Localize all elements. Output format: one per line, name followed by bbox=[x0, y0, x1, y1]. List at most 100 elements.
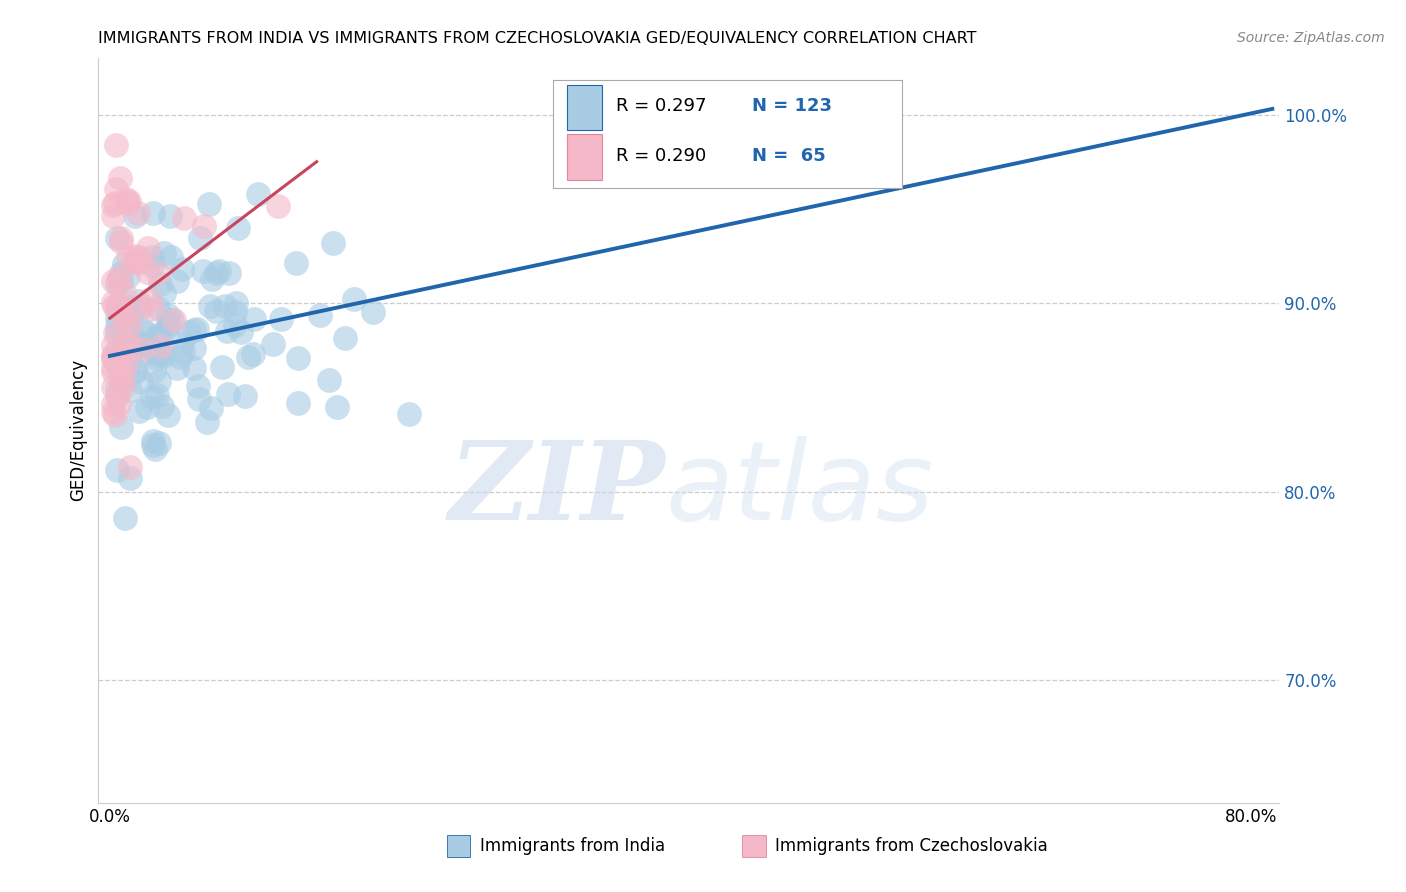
Point bbox=[105, 463, 128, 477]
Point bbox=[125, 363, 148, 377]
Point bbox=[114, 305, 136, 319]
Point bbox=[262, 337, 284, 351]
Point bbox=[117, 195, 139, 210]
Point bbox=[117, 250, 139, 264]
Point bbox=[152, 349, 174, 363]
Point bbox=[131, 342, 153, 356]
Point bbox=[153, 246, 176, 260]
Point bbox=[124, 249, 146, 263]
Point bbox=[233, 389, 256, 403]
Point bbox=[105, 343, 128, 357]
Point bbox=[243, 312, 266, 326]
Point bbox=[104, 409, 127, 423]
Point bbox=[101, 397, 124, 411]
Point bbox=[110, 420, 132, 434]
Point bbox=[160, 250, 183, 264]
Point bbox=[105, 326, 128, 340]
Point bbox=[142, 364, 165, 378]
Point bbox=[127, 293, 149, 308]
Point bbox=[183, 323, 205, 337]
Point bbox=[183, 361, 205, 376]
Point bbox=[118, 318, 141, 333]
Point bbox=[200, 401, 222, 415]
Point bbox=[142, 206, 165, 220]
Text: ZIP: ZIP bbox=[449, 436, 665, 544]
Point bbox=[326, 400, 349, 414]
Point bbox=[127, 206, 149, 220]
Text: atlas: atlas bbox=[665, 436, 934, 543]
Point bbox=[128, 404, 150, 418]
Point bbox=[135, 344, 157, 359]
Point bbox=[112, 285, 135, 300]
Point bbox=[149, 328, 172, 343]
Point bbox=[107, 273, 129, 287]
Point bbox=[148, 435, 170, 450]
Point bbox=[118, 337, 141, 351]
Point bbox=[205, 266, 228, 280]
Point bbox=[333, 331, 356, 345]
Point bbox=[308, 308, 330, 322]
Point bbox=[103, 198, 125, 212]
Point bbox=[107, 353, 129, 368]
Point bbox=[166, 274, 188, 288]
Point bbox=[141, 250, 163, 264]
Point bbox=[101, 405, 124, 419]
Point bbox=[169, 350, 191, 364]
Point bbox=[128, 255, 150, 269]
Point bbox=[101, 338, 124, 352]
Point bbox=[115, 192, 138, 206]
Point bbox=[114, 357, 136, 371]
Point bbox=[226, 220, 249, 235]
Point bbox=[361, 305, 384, 319]
Text: Immigrants from India: Immigrants from India bbox=[479, 837, 665, 855]
Point bbox=[124, 365, 146, 379]
Point bbox=[101, 351, 124, 366]
Point bbox=[141, 301, 163, 316]
Point bbox=[107, 386, 129, 401]
Point bbox=[236, 350, 259, 364]
Point bbox=[108, 397, 131, 411]
Point bbox=[201, 271, 224, 285]
Point bbox=[105, 310, 128, 325]
Point bbox=[124, 209, 146, 223]
Text: Source: ZipAtlas.com: Source: ZipAtlas.com bbox=[1237, 31, 1385, 45]
Point bbox=[107, 390, 129, 404]
Point bbox=[284, 256, 307, 270]
Point bbox=[110, 376, 132, 390]
Point bbox=[163, 312, 186, 326]
Point bbox=[112, 347, 135, 361]
Point bbox=[148, 327, 170, 342]
Point bbox=[135, 339, 157, 353]
Point bbox=[105, 277, 128, 291]
Point bbox=[129, 250, 152, 264]
Point bbox=[105, 302, 128, 317]
Point bbox=[105, 383, 128, 397]
Point bbox=[128, 337, 150, 351]
Point bbox=[104, 182, 127, 196]
Point bbox=[139, 292, 162, 306]
Point bbox=[145, 331, 167, 345]
Point bbox=[129, 375, 152, 389]
Point bbox=[125, 254, 148, 268]
Point bbox=[198, 196, 221, 211]
Point bbox=[115, 336, 138, 351]
Point bbox=[143, 442, 166, 456]
Point bbox=[318, 373, 340, 387]
Point bbox=[132, 323, 155, 337]
Point bbox=[149, 277, 172, 292]
Point bbox=[398, 407, 420, 421]
Point bbox=[128, 301, 150, 315]
Point bbox=[141, 390, 163, 404]
Point bbox=[146, 388, 169, 402]
Point bbox=[118, 471, 141, 485]
Point bbox=[108, 271, 131, 285]
Point bbox=[231, 325, 253, 339]
Point bbox=[135, 337, 157, 351]
Point bbox=[217, 387, 239, 401]
Point bbox=[103, 299, 125, 313]
Point bbox=[170, 337, 193, 351]
Point bbox=[136, 401, 159, 415]
Point bbox=[287, 396, 309, 410]
Point bbox=[118, 300, 141, 314]
Point bbox=[150, 339, 173, 353]
